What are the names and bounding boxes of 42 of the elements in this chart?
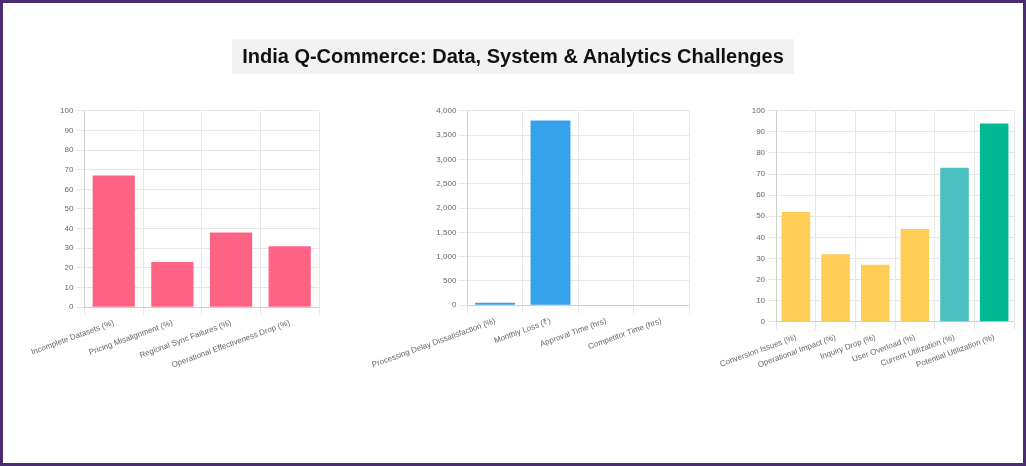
y-tick-label: 0 bbox=[451, 300, 457, 310]
bar bbox=[860, 264, 890, 322]
y-tick-label: 20 bbox=[64, 263, 74, 273]
y-tick-label: 50 bbox=[756, 211, 766, 221]
y-tick-label: 100 bbox=[60, 106, 74, 115]
y-tick-label: 70 bbox=[64, 164, 74, 174]
bar bbox=[151, 261, 194, 307]
bar bbox=[900, 228, 930, 322]
text: India Q-Commerce: Data, System & Analytics Challenges bbox=[232, 39, 794, 74]
bar bbox=[209, 232, 253, 307]
y-tick-label: 60 bbox=[756, 190, 766, 200]
y-tick-label: 0 bbox=[760, 316, 766, 326]
y-tick-label: 500 bbox=[443, 276, 457, 286]
y-tick-label: 0 bbox=[68, 302, 74, 312]
bar bbox=[940, 167, 969, 322]
bar bbox=[781, 212, 811, 322]
bar bbox=[979, 123, 1009, 322]
y-tick-label: 3,500 bbox=[436, 130, 457, 140]
bar bbox=[92, 175, 135, 307]
bar bbox=[821, 254, 850, 322]
y-tick-label: 80 bbox=[756, 148, 766, 158]
y-tick-label: 40 bbox=[64, 223, 74, 233]
y-tick-label: 100 bbox=[751, 106, 766, 115]
y-tick-label: 4,000 bbox=[436, 106, 457, 115]
y-tick-label: 50 bbox=[64, 204, 74, 214]
y-tick-label: 2,000 bbox=[436, 203, 457, 213]
bar bbox=[268, 246, 311, 307]
y-tick-label: 1,500 bbox=[436, 227, 457, 237]
y-tick-label: 30 bbox=[64, 243, 74, 253]
y-tick-label: 90 bbox=[64, 125, 74, 135]
y-tick-label: 3,000 bbox=[436, 154, 457, 164]
y-tick-label: 10 bbox=[756, 295, 766, 305]
y-tick-label: 40 bbox=[756, 232, 766, 242]
y-tick-label: 80 bbox=[64, 145, 74, 155]
y-tick-label: 30 bbox=[756, 253, 766, 263]
y-tick-label: 10 bbox=[64, 282, 74, 292]
y-tick-label: 1,000 bbox=[436, 251, 457, 261]
y-tick-label: 70 bbox=[756, 169, 766, 179]
y-tick-label: 60 bbox=[64, 184, 74, 194]
y-tick-label: 90 bbox=[756, 127, 766, 137]
y-tick-label: 20 bbox=[756, 274, 766, 284]
y-tick-label: 2,500 bbox=[436, 178, 457, 188]
